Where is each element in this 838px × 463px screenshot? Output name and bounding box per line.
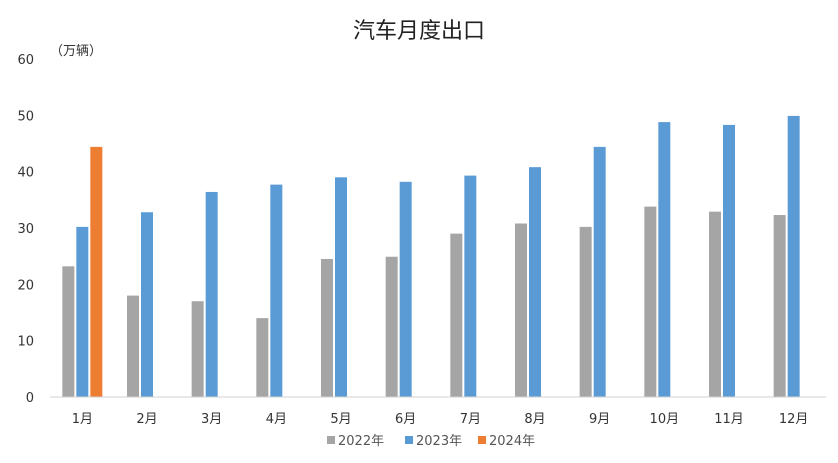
y-axis: 0 10 20 30 40 50 60 xyxy=(17,53,34,406)
bar-2023年-6月 xyxy=(399,181,412,397)
bar-2023年-2月 xyxy=(141,212,153,397)
bar-2023年-8月 xyxy=(529,167,541,397)
x-tick-label: 9月 xyxy=(589,412,610,427)
x-tick-label: 11月 xyxy=(714,412,744,427)
bar-2023年-7月 xyxy=(464,175,477,397)
bar-2023年-5月 xyxy=(335,177,347,397)
bars xyxy=(62,115,800,398)
y-axis-unit-label: （万辆） xyxy=(50,44,102,59)
x-tick-label: 2月 xyxy=(136,412,157,427)
bar-2024年-1月 xyxy=(90,146,103,397)
bar-2023年-9月 xyxy=(593,146,606,397)
y-tick-label: 30 xyxy=(17,222,34,237)
legend-swatch-2023年 xyxy=(405,436,413,444)
y-tick-label: 40 xyxy=(17,166,34,181)
bar-2023年-3月 xyxy=(205,191,218,397)
bar-2022年-1月 xyxy=(62,266,75,397)
bar-2023年-4月 xyxy=(270,184,283,397)
bar-2022年-7月 xyxy=(450,233,463,397)
legend-swatch-2024年 xyxy=(478,436,486,444)
bar-2023年-11月 xyxy=(723,124,735,397)
legend-label: 2023年 xyxy=(416,434,462,449)
x-tick-label: 4月 xyxy=(266,412,287,427)
bar-2022年-6月 xyxy=(385,256,398,397)
bar-2022年-3月 xyxy=(191,301,204,397)
x-tick-label: 5月 xyxy=(330,412,351,427)
bar-2022年-12月 xyxy=(773,215,786,397)
chart-title: 汽车月度出口 xyxy=(353,19,485,44)
legend-swatch-2022年 xyxy=(327,436,335,444)
bar-2022年-10月 xyxy=(644,206,657,397)
x-tick-label: 6月 xyxy=(395,412,416,427)
legend-label: 2022年 xyxy=(338,434,384,449)
bar-2022年-9月 xyxy=(579,226,592,397)
bar-2023年-12月 xyxy=(787,115,800,397)
x-tick-label: 10月 xyxy=(650,412,680,427)
x-tick-label: 1月 xyxy=(72,412,93,427)
bar-2022年-5月 xyxy=(321,258,333,397)
legend: 2022年 2023年 2024年 xyxy=(327,434,535,449)
bar-2023年-1月 xyxy=(76,226,89,397)
y-tick-label: 0 xyxy=(26,391,34,406)
y-tick-label: 20 xyxy=(17,278,34,293)
bar-2023年-10月 xyxy=(658,122,671,398)
y-tick-label: 10 xyxy=(17,335,34,350)
x-tick-label: 7月 xyxy=(460,412,481,427)
y-tick-label: 60 xyxy=(17,53,34,68)
y-tick-label: 50 xyxy=(17,109,34,124)
legend-label: 2024年 xyxy=(489,434,535,449)
bar-2022年-4月 xyxy=(256,318,269,397)
bar-2022年-11月 xyxy=(709,211,721,397)
bar-2022年-8月 xyxy=(515,223,527,397)
bar-2022年-2月 xyxy=(127,295,139,397)
x-axis: 1月 2月 3月 4月 5月 6月 7月 8月 9月 10月 11月 12月 xyxy=(72,412,809,427)
x-tick-label: 3月 xyxy=(201,412,222,427)
x-tick-label: 8月 xyxy=(524,412,545,427)
x-tick-label: 12月 xyxy=(779,412,809,427)
